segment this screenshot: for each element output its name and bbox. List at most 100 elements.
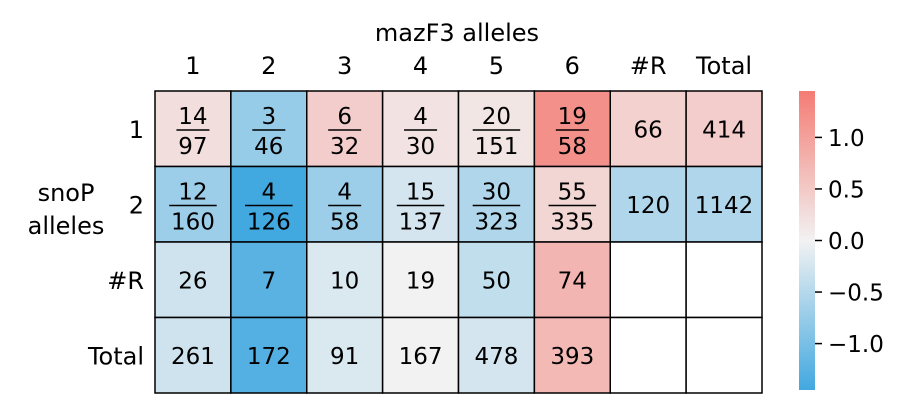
cell-fill — [230, 241, 308, 319]
cell-fill — [609, 316, 687, 394]
heatmap-cell: 26 — [154, 241, 232, 319]
column-tick-labels: 1 2 3 4 5 6 #R Total — [185, 52, 752, 80]
row-label: 1 — [129, 116, 144, 144]
cell-value: 74 — [558, 268, 587, 294]
cell-numerator: 4 — [413, 104, 428, 130]
cell-numerator: 4 — [337, 180, 352, 206]
cell-numerator: 55 — [558, 180, 587, 206]
cell-fill — [154, 241, 232, 319]
heatmap-cell: 50 — [457, 241, 536, 319]
cell-fill — [381, 316, 460, 394]
heatmap-cell: 10 — [306, 241, 384, 319]
heatmap-cell: 632 — [306, 90, 384, 168]
colorbar-tick-label: −0.5 — [828, 281, 884, 307]
cell-value: 261 — [171, 344, 215, 370]
heatmap-cell: 261 — [154, 316, 232, 394]
cell-denominator: 32 — [330, 134, 359, 160]
y-axis-label-line-2: alleles — [28, 212, 105, 240]
cell-denominator: 126 — [247, 210, 291, 236]
column-label: 3 — [337, 52, 352, 80]
cell-numerator: 6 — [337, 104, 352, 130]
cell-fill — [685, 165, 763, 243]
colorbar-tick-label: 0.5 — [828, 177, 865, 203]
heatmap-cell: 458 — [306, 165, 384, 243]
cell-fill — [685, 241, 763, 319]
row-label: 2 — [129, 191, 144, 219]
heatmap-cell: 120 — [609, 165, 687, 243]
heatmap-cell — [685, 241, 763, 319]
cell-fill — [533, 241, 611, 319]
heatmap-cell: 346 — [230, 90, 308, 168]
cell-denominator: 137 — [399, 210, 443, 236]
cell-value: 91 — [330, 344, 359, 370]
cell-denominator: 151 — [474, 134, 518, 160]
colorbar-tick-label: −1.0 — [828, 332, 884, 358]
heatmap-cell: 19 — [381, 241, 460, 319]
cell-value: 7 — [261, 268, 276, 294]
heatmap-cell: 172 — [230, 316, 308, 394]
column-label: 6 — [565, 52, 580, 80]
heatmap-cell — [609, 316, 687, 394]
cell-fill — [457, 316, 536, 394]
cell-fill — [685, 316, 763, 394]
heatmap-cell: 430 — [381, 90, 460, 168]
cell-denominator: 160 — [171, 210, 215, 236]
heatmap-cell: 393 — [533, 316, 611, 394]
cell-value: 1142 — [695, 193, 754, 219]
heatmap-cell: 167 — [381, 316, 460, 394]
cell-fill — [306, 165, 384, 243]
column-label: 5 — [489, 52, 504, 80]
cell-numerator: 15 — [406, 180, 435, 206]
chart-title: mazF3 alleles — [375, 19, 539, 47]
cell-fill — [609, 90, 687, 168]
heatmap-cell: 66 — [609, 90, 687, 168]
row-tick-labels: 1 2 #R Total — [87, 116, 144, 371]
column-label: 1 — [185, 52, 200, 80]
cell-denominator: 323 — [474, 210, 518, 236]
cell-value: 50 — [482, 268, 511, 294]
cell-fill — [154, 90, 232, 168]
cell-fill — [533, 165, 611, 243]
heatmap-cell — [609, 241, 687, 319]
cell-fill — [230, 316, 308, 394]
heatmap-cell: 478 — [457, 316, 536, 394]
colorbar-tick-label: 1.0 — [828, 126, 865, 152]
cell-value: 19 — [406, 268, 435, 294]
cell-value: 393 — [550, 344, 594, 370]
column-label: #R — [630, 52, 667, 80]
cell-numerator: 14 — [178, 104, 207, 130]
cell-value: 172 — [247, 344, 291, 370]
heatmap-cell — [685, 316, 763, 394]
cell-value: 26 — [178, 268, 207, 294]
cell-denominator: 335 — [550, 210, 594, 236]
cell-numerator: 4 — [261, 180, 276, 206]
heatmap-cell: 91 — [306, 316, 384, 394]
column-label: Total — [695, 52, 752, 80]
cell-denominator: 58 — [330, 210, 359, 236]
row-label: Total — [87, 342, 144, 370]
cell-numerator: 30 — [482, 180, 511, 206]
heatmap-cell: 7 — [230, 241, 308, 319]
row-label: #R — [107, 267, 144, 295]
cell-fill — [457, 165, 536, 243]
cell-fill — [685, 90, 763, 168]
cell-denominator: 97 — [178, 134, 207, 160]
y-axis-label-line-1: snoP — [38, 179, 95, 207]
cell-value: 66 — [634, 117, 663, 143]
cell-value: 10 — [330, 268, 359, 294]
cell-denominator: 58 — [558, 134, 587, 160]
cell-value: 478 — [474, 344, 518, 370]
cell-numerator: 20 — [482, 104, 511, 130]
heatmap-cell: 1142 — [685, 165, 763, 243]
cell-numerator: 19 — [558, 104, 587, 130]
cell-value: 120 — [626, 193, 670, 219]
cell-numerator: 12 — [178, 180, 207, 206]
